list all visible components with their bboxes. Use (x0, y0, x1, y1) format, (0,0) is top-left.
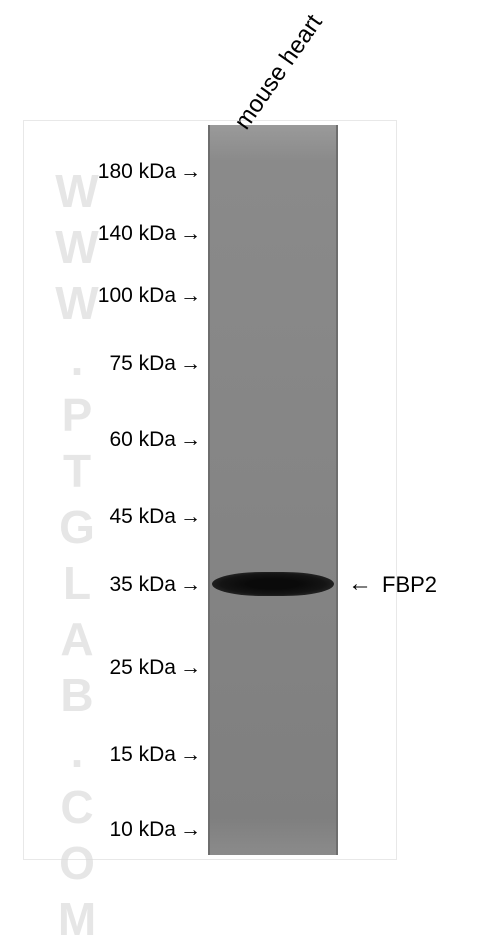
mw-marker-arrow-icon: → (180, 656, 201, 680)
lane-left-edge (208, 125, 210, 855)
mw-marker-label: 140 kDa (98, 222, 176, 246)
mw-marker-label: 45 kDa (109, 505, 176, 529)
sample-label: mouse heart (229, 10, 328, 135)
blot-lane (208, 125, 338, 855)
band-arrow-icon: ← (348, 570, 372, 598)
mw-marker-label: 15 kDa (109, 743, 176, 767)
mw-marker-arrow-icon: → (180, 818, 201, 842)
mw-marker-label: 60 kDa (109, 428, 176, 452)
mw-marker-label: 35 kDa (109, 573, 176, 597)
mw-marker-arrow-icon: → (180, 160, 201, 184)
protein-band-fbp2 (212, 572, 334, 596)
mw-marker-arrow-icon: → (180, 222, 201, 246)
mw-marker-arrow-icon: → (180, 505, 201, 529)
mw-marker-arrow-icon: → (180, 743, 201, 767)
mw-marker-label: 180 kDa (98, 160, 176, 184)
mw-marker-label: 75 kDa (109, 352, 176, 376)
mw-marker-arrow-icon: → (180, 352, 201, 376)
mw-marker-arrow-icon: → (180, 428, 201, 452)
band-label: FBP2 (382, 572, 437, 598)
mw-marker-arrow-icon: → (180, 573, 201, 597)
watermark-text: WWW.PTGLAB.COM (50, 165, 104, 949)
mw-marker-label: 100 kDa (98, 284, 176, 308)
mw-marker-label: 10 kDa (109, 818, 176, 842)
lane-right-edge (336, 125, 338, 855)
mw-marker-arrow-icon: → (180, 284, 201, 308)
mw-marker-label: 25 kDa (109, 656, 176, 680)
